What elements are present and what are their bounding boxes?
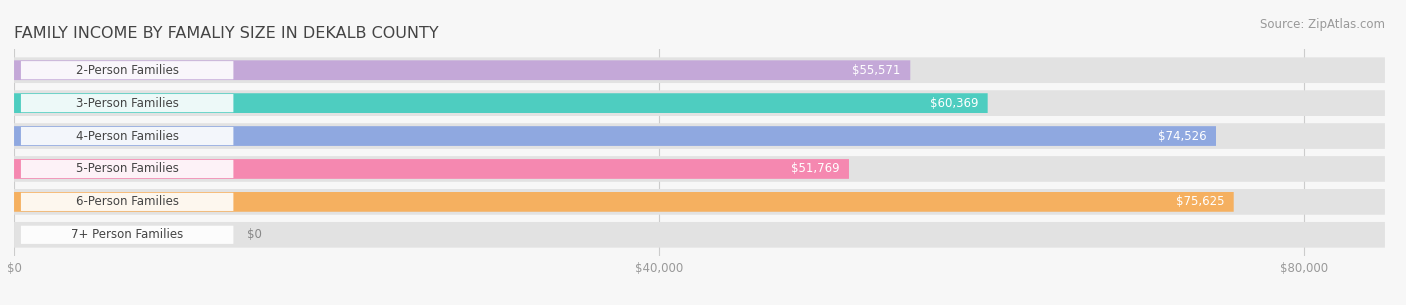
FancyBboxPatch shape: [21, 226, 233, 244]
Text: 5-Person Families: 5-Person Families: [76, 163, 179, 175]
Text: $74,526: $74,526: [1157, 130, 1206, 142]
FancyBboxPatch shape: [21, 193, 233, 211]
FancyBboxPatch shape: [14, 159, 849, 179]
FancyBboxPatch shape: [14, 192, 1233, 212]
Text: 6-Person Families: 6-Person Families: [76, 196, 179, 208]
FancyBboxPatch shape: [21, 160, 233, 178]
FancyBboxPatch shape: [14, 123, 1385, 149]
Text: FAMILY INCOME BY FAMALIY SIZE IN DEKALB COUNTY: FAMILY INCOME BY FAMALIY SIZE IN DEKALB …: [14, 26, 439, 41]
Text: $75,625: $75,625: [1175, 196, 1225, 208]
FancyBboxPatch shape: [21, 61, 233, 79]
FancyBboxPatch shape: [21, 127, 233, 145]
Text: Source: ZipAtlas.com: Source: ZipAtlas.com: [1260, 18, 1385, 31]
FancyBboxPatch shape: [14, 189, 1385, 215]
FancyBboxPatch shape: [14, 222, 1385, 248]
FancyBboxPatch shape: [14, 57, 1385, 83]
FancyBboxPatch shape: [14, 93, 987, 113]
Text: $55,571: $55,571: [852, 64, 901, 77]
Text: 7+ Person Families: 7+ Person Families: [72, 228, 183, 241]
Text: 4-Person Families: 4-Person Families: [76, 130, 179, 142]
Text: 3-Person Families: 3-Person Families: [76, 97, 179, 109]
Text: 2-Person Families: 2-Person Families: [76, 64, 179, 77]
FancyBboxPatch shape: [14, 90, 1385, 116]
Text: $51,769: $51,769: [790, 163, 839, 175]
FancyBboxPatch shape: [14, 126, 1216, 146]
Text: $0: $0: [247, 228, 262, 241]
FancyBboxPatch shape: [21, 94, 233, 112]
FancyBboxPatch shape: [14, 60, 910, 80]
Text: $60,369: $60,369: [929, 97, 979, 109]
FancyBboxPatch shape: [14, 156, 1385, 182]
